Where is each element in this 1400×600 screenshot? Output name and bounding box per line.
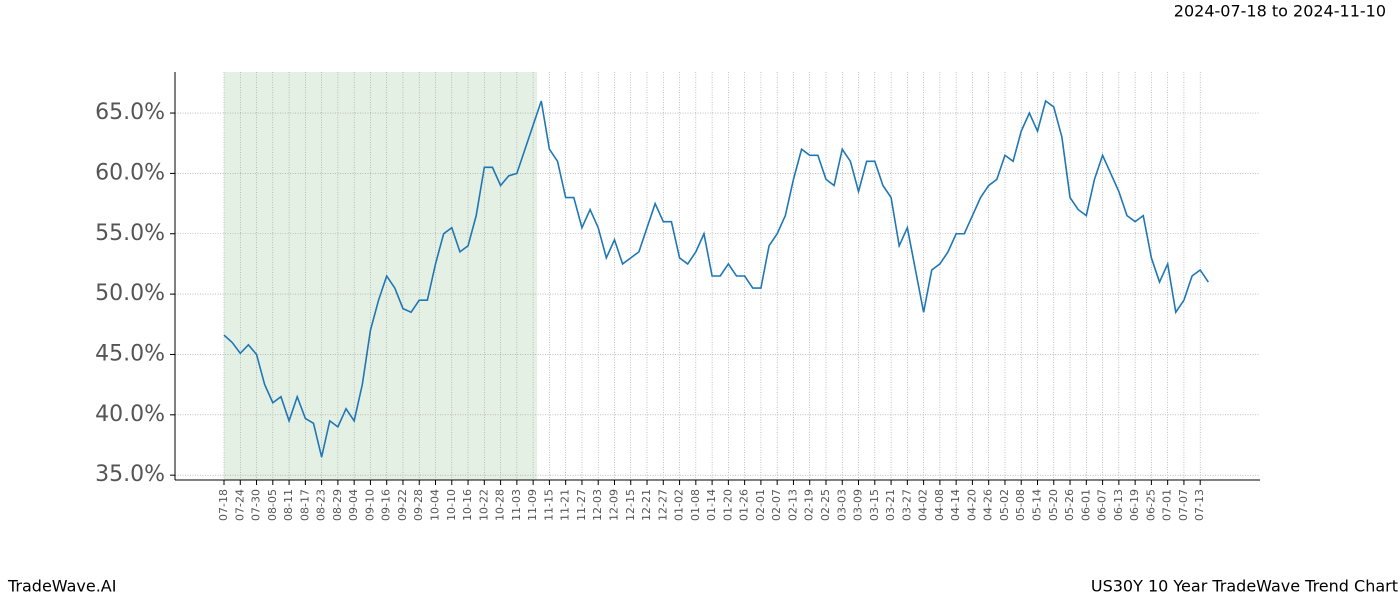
- x-tick-label: 04-08: [933, 489, 946, 521]
- x-tick-label: 03-03: [835, 489, 848, 521]
- x-tick-label: 12-15: [624, 489, 637, 521]
- x-tick-label: 08-17: [298, 489, 311, 521]
- x-tick-label: 04-20: [965, 489, 978, 521]
- x-tick-label: 01-02: [673, 489, 686, 521]
- x-tick-label: 07-18: [217, 489, 230, 521]
- x-tick-label: 04-26: [982, 489, 995, 521]
- x-tick-label: 12-03: [591, 489, 604, 521]
- highlight-region: [224, 72, 538, 480]
- y-tick-label: 45.0%: [95, 341, 165, 366]
- x-tick-label: 05-02: [998, 489, 1011, 521]
- x-tick-label: 06-07: [1096, 489, 1109, 521]
- x-tick-label: 08-29: [331, 489, 344, 521]
- y-tick-label: 60.0%: [95, 160, 165, 185]
- x-tick-label: 10-04: [429, 489, 442, 521]
- x-tick-label: 12-27: [656, 489, 669, 521]
- x-tick-label: 12-09: [607, 489, 620, 521]
- y-tick-label: 40.0%: [95, 402, 165, 427]
- x-tick-label: 09-10: [363, 489, 376, 521]
- x-tick-label: 09-28: [412, 489, 425, 521]
- x-tick-label: 04-14: [949, 489, 962, 521]
- brand: TradeWave.AI: [7, 577, 116, 596]
- x-tick-label: 08-05: [266, 489, 279, 521]
- x-tick-label: 01-26: [738, 489, 751, 521]
- x-tick-label: 05-08: [1014, 489, 1027, 521]
- x-tick-label: 11-21: [559, 489, 572, 521]
- x-tick-label: 06-01: [1079, 489, 1092, 521]
- x-tick-label: 06-13: [1112, 489, 1125, 521]
- x-tick-label: 10-16: [461, 489, 474, 521]
- x-tick-label: 11-03: [510, 489, 523, 521]
- x-tick-label: 11-15: [542, 489, 555, 521]
- x-tick-label: 02-25: [819, 489, 832, 521]
- x-tick-label: 02-01: [754, 489, 767, 521]
- line: [223, 99, 1209, 458]
- x-tick-label: 11-09: [526, 489, 539, 521]
- x-tick-label: 06-25: [1144, 489, 1157, 521]
- x-tick-label: 03-21: [884, 489, 897, 521]
- x-tick-label: 08-11: [282, 489, 295, 521]
- x-tick-label: 10-22: [477, 489, 490, 521]
- x-tick-label: 09-22: [396, 489, 409, 521]
- x-tick-label: 03-09: [852, 489, 865, 521]
- x-tick-label: 02-13: [786, 489, 799, 521]
- x-tick-label: 07-30: [250, 489, 263, 521]
- y-tick-label: 55.0%: [95, 221, 165, 246]
- x-tick-label: 07-07: [1177, 489, 1190, 521]
- y-tick-label: 50.0%: [95, 281, 165, 306]
- x-tick-label: 08-23: [315, 489, 328, 521]
- x-tick-label: 09-16: [380, 489, 393, 521]
- x-tick-label: 09-04: [347, 489, 360, 521]
- x-tick-label: 10-10: [445, 489, 458, 521]
- x-tick-label: 06-19: [1128, 489, 1141, 521]
- date-range: 2024-07-18 to 2024-11-10: [1174, 2, 1386, 21]
- x-tick-label: 05-14: [1031, 489, 1044, 521]
- x-tick-label: 03-27: [900, 489, 913, 521]
- x-tick-label: 01-20: [721, 489, 734, 521]
- y-tick-label: 65.0%: [95, 100, 165, 125]
- chart-title: US30Y 10 Year TradeWave Trend Chart: [1091, 577, 1398, 596]
- x-tick-label: 02-07: [770, 489, 783, 521]
- x-tick-label: 05-20: [1047, 489, 1060, 521]
- x-tick-label: 01-08: [689, 489, 702, 521]
- x-tick-label: 07-01: [1161, 489, 1174, 521]
- x-tick-label: 07-24: [233, 489, 246, 521]
- x-tick-label: 10-28: [494, 489, 507, 521]
- y-tick-label: 35.0%: [95, 462, 165, 487]
- x-tick-label: 11-27: [575, 489, 588, 521]
- x-tick-label: 12-21: [640, 489, 653, 521]
- x-tick-label: 03-15: [868, 489, 881, 521]
- x-tick-label: 01-14: [705, 489, 718, 521]
- x-tick-label: 04-02: [917, 489, 930, 521]
- x-tick-label: 07-13: [1193, 489, 1206, 521]
- x-tick-label: 05-26: [1063, 489, 1076, 521]
- x-tick-label: 02-19: [803, 489, 816, 521]
